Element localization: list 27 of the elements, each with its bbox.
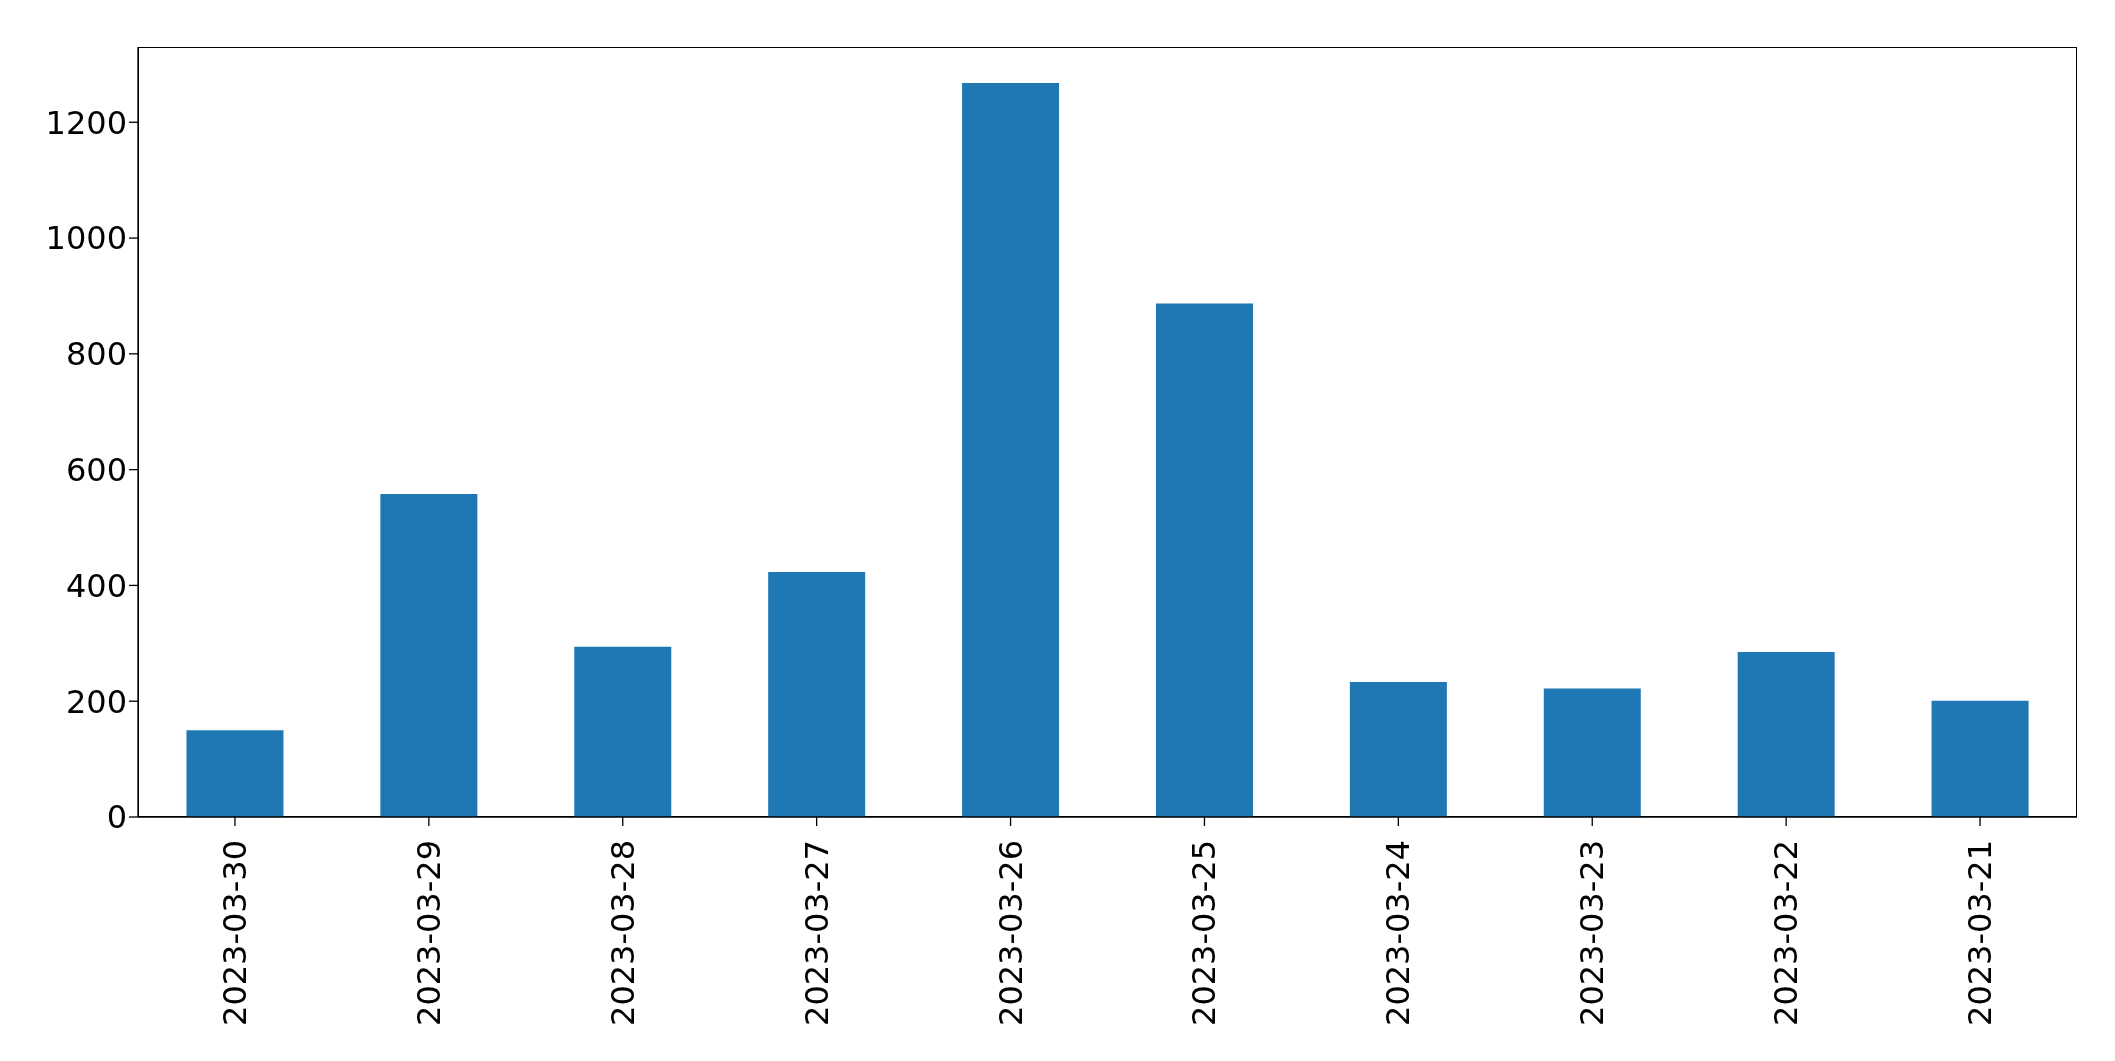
x-tick-label: 2023-03-26 — [991, 840, 1030, 1026]
x-tick-label: 2023-03-27 — [797, 840, 836, 1026]
bar — [1737, 652, 1835, 817]
x-tick-label: 2023-03-25 — [1185, 840, 1224, 1026]
x-tick-label: 2023-03-24 — [1379, 840, 1418, 1026]
bar — [1349, 682, 1447, 817]
x-tick-label: 2023-03-21 — [1961, 840, 2000, 1026]
bar — [380, 493, 478, 817]
bar — [768, 572, 866, 817]
x-tick-label: 2023-03-23 — [1573, 840, 1612, 1026]
x-tick-label: 2023-03-30 — [215, 840, 254, 1026]
y-tick-label: 0 — [106, 798, 127, 837]
bar — [1155, 303, 1253, 817]
bar — [1931, 700, 2029, 817]
y-tick-label: 600 — [65, 450, 127, 489]
y-tick-label: 1200 — [45, 103, 127, 142]
bar — [186, 730, 284, 817]
y-tick-label: 400 — [65, 566, 127, 605]
y-tick-label: 800 — [65, 335, 127, 374]
x-tick-label: 2023-03-22 — [1767, 840, 1806, 1026]
bar — [574, 646, 672, 817]
y-tick-label: 1000 — [45, 219, 127, 258]
x-tick-label: 2023-03-29 — [409, 840, 448, 1026]
bar — [962, 82, 1060, 817]
bar — [1543, 688, 1641, 817]
x-tick-label: 2023-03-28 — [603, 840, 642, 1026]
y-tick-label: 200 — [65, 682, 127, 721]
